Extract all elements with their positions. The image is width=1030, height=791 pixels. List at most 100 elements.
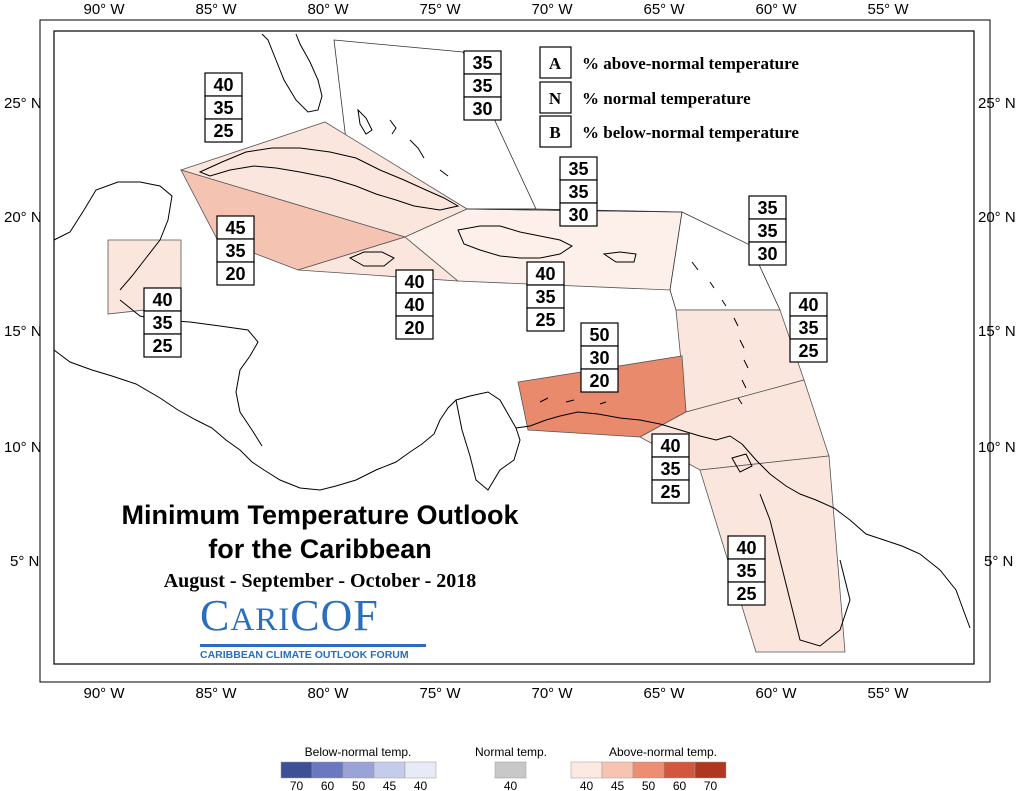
legend-swatch-below	[404, 761, 437, 779]
x-tick-bottom: 80° W	[307, 685, 349, 702]
coast-puerto-rico	[602, 251, 637, 263]
prob-cell	[748, 241, 787, 266]
color-legend: Below-normal temp. Normal temp. Above-no…	[280, 745, 727, 791]
y-tick-left: 10° N	[4, 439, 42, 456]
key-letter-n: N	[549, 89, 562, 108]
prob-cell	[204, 118, 243, 143]
prob-below-value: 25	[535, 310, 555, 330]
x-tick-top: 90° W	[83, 1, 125, 18]
coast-jamaica	[348, 251, 395, 267]
outer-frame	[39, 19, 991, 683]
coast-bahamas-2	[389, 119, 397, 135]
key-label-normal: % normal temperature	[582, 89, 751, 108]
prob-below-value: 25	[152, 336, 172, 356]
x-axis-bottom: 90° W 85° W 80° W 75° W 70° W 65° W 60° …	[83, 685, 909, 702]
prob-above-value: 40	[404, 272, 424, 292]
prob-above-value: 40	[213, 75, 233, 95]
prob-normal-value: 35	[568, 182, 588, 202]
prob-below-value: 20	[404, 318, 424, 338]
prob-normal-value: 35	[152, 313, 172, 333]
prob-cell	[143, 333, 182, 358]
legend-below-title: Below-normal temp.	[305, 745, 412, 759]
coast-bahamas-3	[409, 139, 425, 159]
coast-guyana-inland	[759, 493, 851, 647]
y-tick-right: 5° N	[984, 553, 1013, 570]
legend-swatch-above	[632, 761, 665, 779]
prob-below-value: 25	[736, 584, 756, 604]
map-title-block: Minimum Temperature Outlook for the Cari…	[60, 498, 580, 593]
x-tick-top: 55° W	[867, 1, 909, 18]
legend-value-above: 50	[642, 779, 656, 791]
prob-normal-value: 35	[213, 98, 233, 118]
logo-rule	[200, 644, 426, 647]
key-box-a	[539, 46, 572, 79]
prob-cell	[580, 368, 619, 393]
map-subtitle: August - September - October - 2018	[163, 570, 477, 592]
legend-value-above: 70	[704, 779, 718, 791]
prob-stack-cuba: 40 35 25	[204, 72, 243, 143]
coast-bahamas-1	[357, 108, 373, 135]
prob-normal-value: 35	[798, 318, 818, 338]
coast-panama	[335, 391, 517, 487]
legend-value-below: 60	[321, 779, 335, 791]
prob-below-value: 25	[660, 482, 680, 502]
prob-stack-belize: 40 35 25	[143, 287, 182, 358]
y-tick-left: 25° N	[4, 95, 42, 112]
prob-cell	[651, 479, 690, 504]
y-axis-right: 25° N 20° N 15° N 10° N 5° N	[978, 95, 1016, 570]
coast-lesser-antilles	[691, 261, 749, 405]
prob-below-value: 30	[568, 205, 588, 225]
key-label-above: % above-normal temperature	[582, 54, 799, 73]
map-frame	[53, 30, 975, 665]
prob-cell	[559, 202, 598, 227]
prob-below-value: 20	[225, 264, 245, 284]
legend-swatch-above	[663, 761, 696, 779]
coast-honduras	[119, 299, 263, 447]
key-letter-b: B	[549, 123, 560, 142]
prob-stack-bahamas: 35 35 30	[463, 50, 502, 121]
abn-key: A N B % above-normal temperature % norma…	[539, 46, 799, 148]
x-tick-bottom: 85° W	[195, 685, 237, 702]
prob-stack-abc-islands: 50 30 20	[580, 322, 619, 393]
legend-above-title: Above-normal temp.	[609, 745, 717, 759]
y-axis-left: 25° N 20° N 15° N 10° N 5° N	[4, 95, 42, 570]
prob-cell	[463, 96, 502, 121]
legend-swatch-below	[311, 761, 344, 779]
x-tick-bottom: 75° W	[419, 685, 461, 702]
legend-value-below: 45	[383, 779, 397, 791]
prob-stack-cayman-west: 45 35 20	[216, 215, 255, 286]
prob-stack-hispaniola-pr: 40 35 25	[526, 261, 565, 332]
legend-swatch-above	[601, 761, 634, 779]
coast-florida	[261, 33, 323, 113]
map-title: Minimum Temperature Outlook	[121, 500, 519, 530]
probability-boxes: 3535304035254535204035254040204035253535…	[143, 50, 828, 606]
caricof-logo: CARICOF CARIBBEAN CLIMATE OUTLOOK FORUM	[200, 594, 434, 661]
prob-above-value: 40	[736, 538, 756, 558]
prob-above-value: 40	[152, 290, 172, 310]
y-tick-left: 5° N	[10, 553, 39, 570]
prob-stack-jamaica: 40 40 20	[395, 269, 434, 340]
prob-normal-value: 35	[757, 221, 777, 241]
prob-cell	[526, 307, 565, 332]
x-tick-top: 80° W	[307, 1, 349, 18]
legend-swatch-above	[570, 761, 603, 779]
coast-guianas	[741, 443, 971, 629]
legend-value-above: 40	[580, 779, 594, 791]
prob-below-value: 25	[213, 121, 233, 141]
prob-normal-value: 35	[225, 241, 245, 261]
prob-below-value: 30	[757, 244, 777, 264]
prob-below-value: 20	[589, 371, 609, 391]
legend-value-below: 50	[352, 779, 366, 791]
legend-swatches: 70 60 50 45 40 40 40 45 50 60 70	[280, 761, 727, 791]
x-tick-bottom: 65° W	[643, 685, 685, 702]
legend-value-above: 60	[673, 779, 687, 791]
x-tick-top: 65° W	[643, 1, 685, 18]
y-tick-left: 20° N	[4, 209, 42, 226]
prob-stack-trinidad: 40 35 25	[651, 433, 690, 504]
legend-swatch-normal	[494, 761, 527, 779]
prob-normal-value: 30	[589, 348, 609, 368]
coast-bahamas-4	[439, 169, 449, 177]
key-letter-a: A	[549, 54, 562, 73]
coast-venezuela	[515, 411, 743, 445]
zone-guianas	[699, 455, 846, 653]
